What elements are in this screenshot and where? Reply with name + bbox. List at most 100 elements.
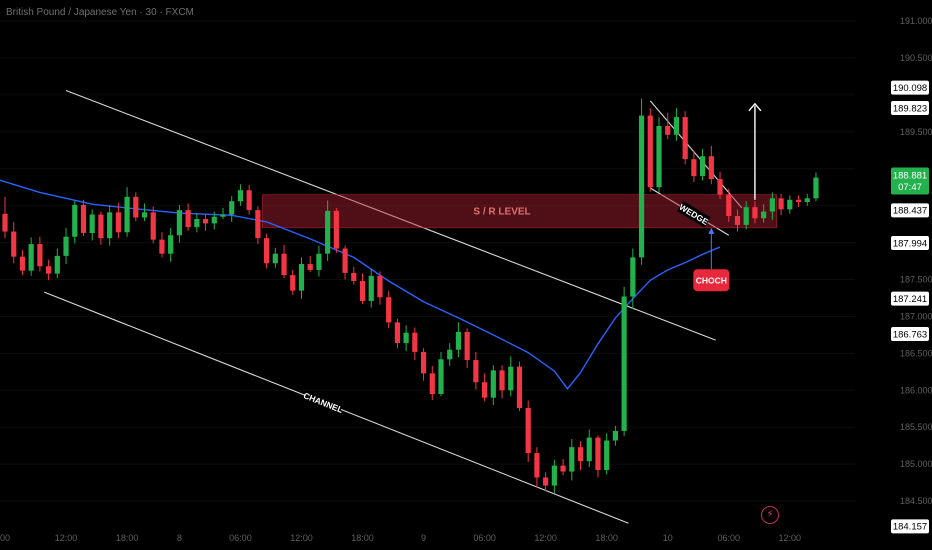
price-tick: 190.500 (900, 53, 932, 63)
candle (359, 273, 366, 304)
candle (2, 196, 8, 239)
candle (656, 117, 662, 193)
price-tick: 187.000 (900, 311, 932, 321)
price-label: 187.994 (893, 238, 927, 249)
candle-body (508, 366, 514, 391)
price-label-box[interactable] (891, 80, 929, 95)
candle (412, 327, 418, 361)
choch-label: CHOCH (696, 276, 727, 286)
candle (717, 171, 723, 200)
candle-body (630, 257, 636, 297)
candle-body (438, 359, 444, 394)
candle-body (543, 477, 549, 486)
candle-body (769, 198, 775, 212)
candle-body (80, 204, 87, 234)
candle (761, 204, 767, 223)
candle (377, 271, 383, 305)
lightning-bolt-icon[interactable]: ⚡ (761, 506, 779, 524)
candle-body (72, 204, 78, 237)
price-label: 189.823 (893, 103, 927, 114)
candle-body (264, 238, 270, 264)
candle (229, 196, 235, 222)
candle-body (752, 207, 758, 219)
candle (124, 187, 130, 237)
candle-body (455, 331, 462, 350)
candle-body (743, 207, 749, 225)
price-label-box[interactable] (891, 519, 929, 534)
candle-body (220, 214, 226, 217)
candle (80, 199, 87, 236)
candle (482, 373, 488, 402)
candle-body (386, 297, 392, 323)
candle-body (525, 408, 531, 454)
candle-body (464, 331, 470, 361)
choch-badge[interactable] (693, 269, 730, 292)
candle-body (813, 177, 819, 199)
choch-pointer-arrow (708, 227, 715, 234)
candle-body (673, 117, 680, 135)
time-tick: 06:00 (473, 533, 496, 543)
candle (107, 204, 113, 246)
candle (455, 322, 462, 358)
candle-body (168, 235, 174, 254)
time-tick: 06:00 (717, 533, 740, 543)
candle-body (778, 198, 784, 210)
candle-body (647, 115, 653, 188)
candle-body (612, 430, 618, 441)
candle (11, 221, 17, 264)
candle-body (569, 447, 575, 472)
candle-body (333, 210, 339, 249)
channel-label-bg (303, 389, 344, 416)
candle-body (28, 244, 34, 271)
trendline-channel-upper[interactable] (65, 89, 716, 341)
candle-body (290, 275, 296, 291)
candle-body (272, 253, 278, 264)
price-label-box[interactable] (891, 203, 929, 218)
candle (168, 227, 174, 262)
candle-body (560, 465, 566, 472)
candle (508, 356, 514, 397)
price-axis[interactable]: 191.000 190.500 189.500 187.500 187.000 186.5… (891, 16, 932, 534)
candle-body (133, 196, 139, 218)
candle (516, 361, 523, 411)
candle-body (115, 212, 121, 233)
candle-body (429, 373, 435, 394)
candle-body (246, 190, 252, 211)
current-price-box[interactable] (891, 167, 929, 195)
price-label-box[interactable] (891, 291, 929, 306)
candle (682, 111, 688, 165)
price-label-box[interactable] (891, 100, 929, 115)
price-label-box[interactable] (891, 236, 929, 251)
candle-body (325, 210, 331, 254)
candle-body (726, 194, 732, 217)
candle (534, 447, 540, 488)
candle (394, 318, 400, 349)
candle (569, 439, 575, 481)
candle-body (499, 370, 505, 391)
candle-body (351, 272, 357, 282)
time-axis[interactable]: 00 12:00 18:00 8 06:00 12:00 18:00 9 06:00 12:00 1… (0, 533, 801, 543)
candle-body (717, 179, 723, 195)
candle (202, 214, 209, 231)
candle-body (98, 214, 104, 239)
candle (638, 98, 645, 265)
price-tick: 186.500 (900, 348, 932, 358)
time-tick: 10 (663, 533, 673, 543)
candle (787, 195, 793, 214)
time-tick: 00 (0, 533, 10, 543)
candle-body (394, 322, 400, 344)
sr-zone-label: S / R LEVEL (473, 207, 530, 218)
trendline-wedge-upper[interactable] (649, 100, 743, 209)
candle (673, 108, 680, 141)
candle (89, 209, 95, 241)
price-label-box[interactable] (891, 326, 929, 341)
candle (647, 108, 653, 192)
time-tick: 18:00 (595, 533, 618, 543)
candle (621, 286, 627, 437)
candle (333, 207, 339, 253)
candle (464, 328, 470, 369)
candle (54, 248, 60, 279)
candle-body (89, 214, 95, 234)
price-tick: 185.000 (900, 459, 932, 469)
